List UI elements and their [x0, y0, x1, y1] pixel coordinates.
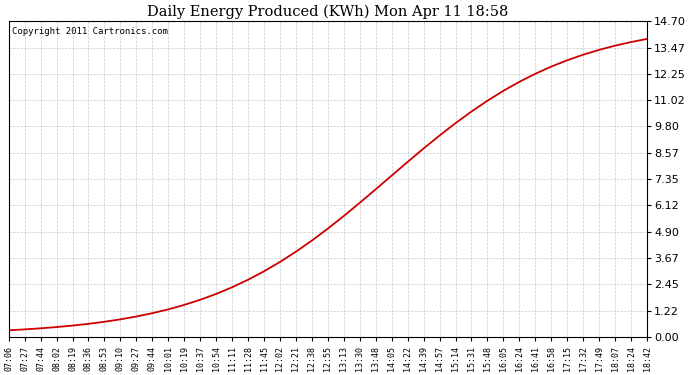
Title: Daily Energy Produced (KWh) Mon Apr 11 18:58: Daily Energy Produced (KWh) Mon Apr 11 1… — [147, 4, 509, 18]
Text: Copyright 2011 Cartronics.com: Copyright 2011 Cartronics.com — [12, 27, 168, 36]
